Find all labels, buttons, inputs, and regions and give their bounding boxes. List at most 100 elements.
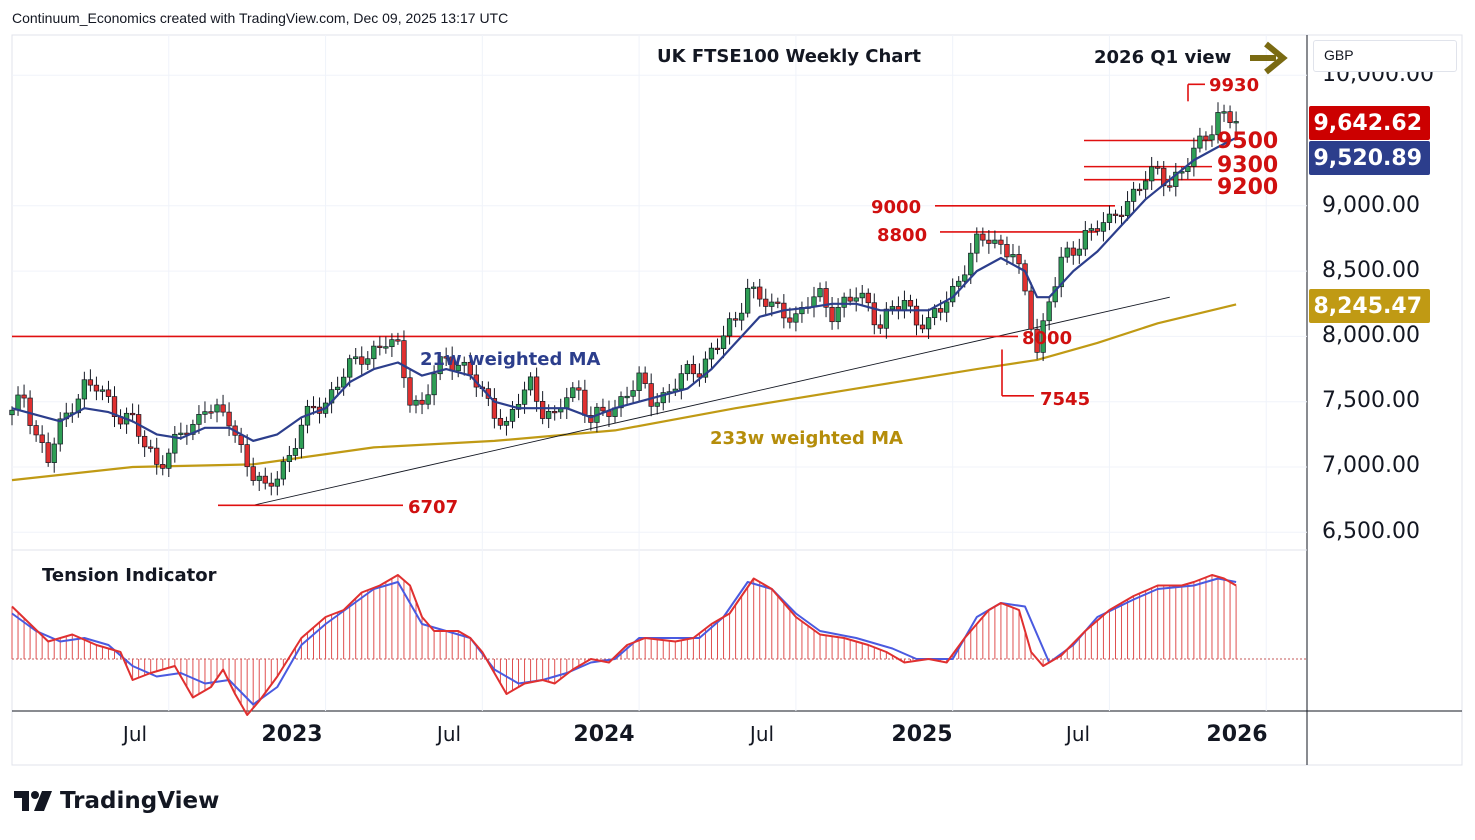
candle-body (1010, 254, 1016, 258)
candle-body (570, 387, 576, 399)
support-trendline (253, 296, 1170, 506)
candle-body (129, 412, 136, 416)
candle-body (395, 339, 401, 342)
candle-body (1124, 201, 1131, 216)
candle-body (262, 475, 268, 484)
candle-body (883, 308, 889, 329)
candle-body (943, 301, 950, 313)
level-label-8000: 8000 (1022, 328, 1073, 349)
x-tick: Jul (749, 722, 775, 746)
level-label-9000: 9000 (871, 197, 922, 218)
candle-body (521, 389, 528, 405)
candle-body (732, 318, 739, 321)
candle-body (1064, 247, 1070, 258)
candle-body (1155, 166, 1161, 169)
candle-body (738, 312, 745, 321)
candle-body (389, 339, 395, 348)
candle-body (111, 396, 118, 417)
candle-body (1130, 188, 1137, 202)
candle-body (21, 394, 27, 399)
candle-body (142, 435, 148, 448)
candle-body (461, 361, 467, 366)
candle-body (178, 432, 184, 435)
currency-selector[interactable]: GBP (1313, 40, 1457, 72)
x-tick: 2023 (261, 722, 323, 747)
candle-body (425, 394, 431, 405)
candle-body (244, 444, 250, 468)
candle-body (1004, 244, 1010, 258)
chart-title: UK FTSE100 Weekly Chart (657, 46, 921, 67)
arrow-right-icon (1250, 41, 1288, 75)
candle-body (419, 399, 425, 405)
candle-body (539, 401, 546, 419)
candle-body (787, 317, 793, 323)
candle-body (1203, 135, 1209, 141)
candle-body (365, 358, 371, 365)
currency-label: GBP (1324, 47, 1354, 63)
candle-body (974, 233, 980, 254)
candle-body (931, 308, 938, 318)
candle-body (829, 306, 835, 323)
candle-body (154, 447, 160, 465)
candle-body (1142, 180, 1149, 190)
candle-body (33, 425, 39, 436)
candle-body (702, 358, 709, 378)
candle-body (509, 408, 516, 422)
candle-body (105, 389, 112, 397)
candle-body (57, 418, 63, 445)
x-tick: 2024 (573, 722, 635, 747)
candle-body (648, 383, 654, 407)
candle-body (214, 404, 220, 413)
candle-body (353, 356, 359, 360)
candle-body (503, 420, 510, 426)
x-tick: Jul (122, 722, 148, 746)
candle-body (907, 300, 914, 307)
candle-body (642, 372, 648, 384)
candle-body (1209, 134, 1215, 141)
candle-body (196, 413, 202, 425)
candle-body (87, 379, 94, 386)
candle-body (726, 318, 733, 337)
candle-body (491, 398, 498, 419)
candle-body (413, 399, 419, 406)
x-tick: 2025 (891, 722, 953, 747)
candle-body (190, 423, 196, 435)
candle-body (15, 394, 21, 411)
candle-body (980, 233, 986, 241)
candle-body (1167, 185, 1173, 188)
candle-body (334, 386, 341, 391)
candle-body (660, 392, 666, 404)
candle-body (383, 346, 389, 349)
candle-body (226, 411, 232, 427)
candle-body (775, 301, 781, 304)
y-tick: 6,500.00 (1322, 519, 1420, 544)
candle-body (546, 410, 552, 419)
candle-body (1076, 248, 1082, 256)
candle-body (1106, 213, 1113, 223)
level-label-9300: 9300 (1217, 153, 1279, 178)
candle-body (992, 239, 998, 244)
brand-name: TradingView (60, 788, 220, 814)
tradingview-logo[interactable]: TradingView (14, 788, 219, 814)
trendline (253, 296, 1170, 506)
candle-body (714, 347, 721, 350)
candle-body (998, 239, 1004, 245)
ma21-path (11, 136, 1237, 442)
candle-body (268, 482, 274, 487)
candle-body (99, 389, 106, 392)
candle-body (564, 397, 570, 410)
candle-body (377, 345, 383, 348)
candle-body (823, 288, 829, 308)
candle-body (889, 306, 896, 310)
level-lines (12, 83, 1212, 507)
candle-body (745, 287, 751, 314)
candle-body (1173, 171, 1179, 187)
candle-body (39, 434, 45, 443)
tension-signal-line (11, 577, 1237, 706)
ma233-label: 233w weighted MA (710, 428, 903, 449)
candle-body (1022, 263, 1028, 292)
candle-body (853, 297, 859, 302)
candle-body (1149, 166, 1155, 182)
candle-body (859, 292, 865, 299)
